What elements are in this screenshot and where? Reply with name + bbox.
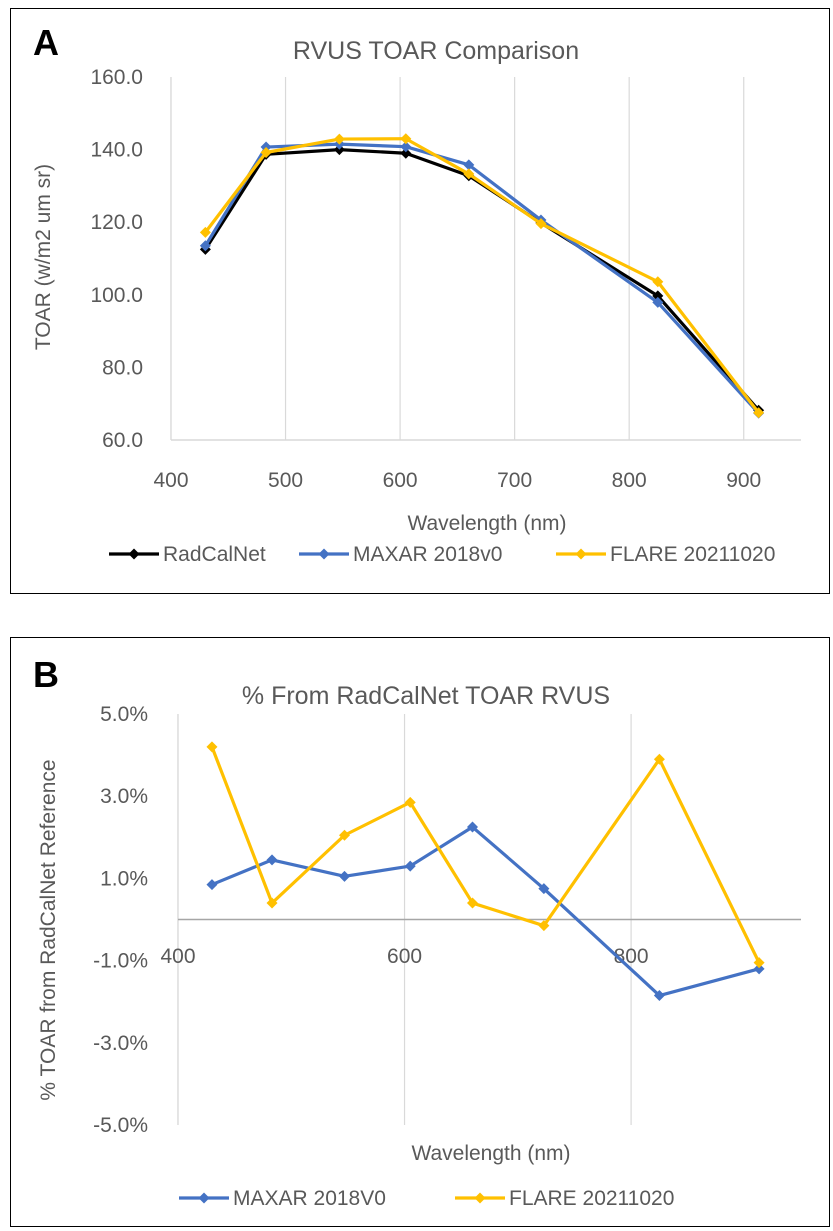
- data-point-marker: [463, 159, 475, 171]
- data-point-marker: [206, 741, 218, 753]
- panel-letter-a: A: [33, 22, 59, 63]
- y-tick-label: 100.0: [90, 284, 143, 307]
- legend-marker: [318, 548, 330, 560]
- data-point-marker: [538, 883, 550, 895]
- data-point-marker: [400, 147, 412, 159]
- data-point-marker: [653, 753, 665, 765]
- chart-title: % From RadCalNet TOAR RVUS: [242, 682, 610, 710]
- legend-label: MAXAR 2018V0: [233, 1187, 386, 1210]
- grid-lines: [170, 77, 801, 441]
- data-point-marker: [535, 218, 547, 230]
- y-tick-label: -3.0%: [93, 1032, 148, 1055]
- data-point-marker: [404, 860, 416, 872]
- series-line: [204, 148, 760, 412]
- y-tick-label: 80.0: [102, 356, 143, 379]
- legend-label: FLARE 20211020: [610, 543, 775, 566]
- legend-marker: [575, 548, 587, 560]
- data-point-marker: [753, 407, 765, 419]
- legend-label: FLARE 20211020: [509, 1187, 674, 1210]
- chart-panel-b: B % From RadCalNet TOAR RVUS Wavelength …: [10, 637, 830, 1227]
- x-tick-label: 900: [726, 469, 761, 492]
- chart-title: RVUS TOAR Comparison: [293, 37, 579, 65]
- series-flare-20211020: [206, 741, 765, 969]
- data-point-marker: [339, 829, 351, 841]
- data-point-marker: [333, 133, 345, 145]
- series-maxar-2018v0: [206, 821, 765, 1002]
- legend-label: MAXAR 2018v0: [353, 543, 502, 566]
- series-line: [210, 746, 761, 964]
- data-point-marker: [652, 276, 664, 288]
- tick-labels: 60.0 80.0 100.0 120.0 140.0 160.0 400 500 600 700…: [90, 66, 761, 492]
- tick-labels: -5.0%-3.0%-1.0%1.0%3.0%5.0%400 600 800: [93, 703, 648, 1137]
- x-tick-label: 500: [268, 469, 303, 492]
- legend-item: FLARE 20211020: [556, 543, 775, 566]
- data-point-marker: [266, 897, 278, 909]
- data-point-marker: [199, 226, 211, 238]
- x-tick-label: 400: [160, 945, 195, 968]
- data-point-marker: [404, 796, 416, 808]
- y-tick-label: 5.0%: [100, 703, 148, 726]
- series-line: [211, 825, 760, 998]
- y-axis-label: % TOAR from RadCalNet Reference: [37, 759, 60, 1100]
- y-axis-label: TOAR (w/m2 um sr): [32, 164, 55, 350]
- legend: RadCalNet MAXAR 2018v0 FLARE 20211020: [109, 543, 775, 566]
- chart-a-svg: A RVUS TOAR Comparison Wavelength (nm) T…: [32, 22, 801, 566]
- panel-letter-b: B: [33, 654, 59, 695]
- y-tick-label: 60.0: [102, 429, 143, 452]
- series-flare-20211020: [199, 133, 765, 419]
- data-point-marker: [266, 854, 278, 866]
- data-point-marker: [652, 296, 664, 308]
- x-tick-label: 700: [497, 469, 532, 492]
- legend-item: MAXAR 2018V0: [179, 1187, 386, 1210]
- x-tick-label: 600: [383, 469, 418, 492]
- y-tick-label: -1.0%: [93, 950, 148, 973]
- data-point-marker: [467, 897, 479, 909]
- y-tick-label: 3.0%: [100, 785, 148, 808]
- data-point-marker: [260, 147, 272, 159]
- y-tick-label: 140.0: [90, 139, 143, 162]
- data-point-marker: [400, 141, 412, 153]
- data-point-marker: [206, 879, 218, 891]
- series-group: [199, 133, 765, 419]
- x-tick-label: 400: [153, 469, 188, 492]
- legend: MAXAR 2018V0 FLARE 20211020: [179, 1187, 674, 1210]
- legend-marker: [128, 548, 140, 560]
- series-line: [204, 137, 760, 414]
- chart-b-svg: B % From RadCalNet TOAR RVUS Wavelength …: [33, 654, 801, 1210]
- series-group: [206, 741, 765, 1002]
- legend-item: FLARE 20211020: [455, 1187, 674, 1210]
- x-axis-label: Wavelength (nm): [407, 512, 566, 535]
- y-tick-label: -5.0%: [93, 1114, 148, 1137]
- x-axis-label: Wavelength (nm): [411, 1142, 570, 1165]
- x-tick-label: 800: [612, 469, 647, 492]
- legend-label: RadCalNet: [163, 543, 266, 566]
- data-point-marker: [199, 240, 211, 252]
- data-point-marker: [653, 990, 665, 1002]
- data-point-marker: [753, 957, 765, 969]
- legend-item: RadCalNet: [109, 543, 266, 566]
- chart-panel-a: A RVUS TOAR Comparison Wavelength (nm) T…: [10, 8, 830, 594]
- legend-marker: [474, 1192, 486, 1204]
- data-point-marker: [463, 168, 475, 180]
- data-point-marker: [467, 821, 479, 833]
- data-point-marker: [400, 133, 412, 145]
- legend-item: MAXAR 2018v0: [299, 543, 502, 566]
- legend-marker: [198, 1192, 210, 1204]
- grid-lines: [177, 714, 801, 1125]
- data-point-marker: [538, 920, 550, 932]
- y-tick-label: 1.0%: [100, 867, 148, 890]
- data-point-marker: [753, 963, 765, 975]
- x-tick-label: 600: [387, 945, 422, 968]
- y-tick-label: 160.0: [90, 66, 143, 89]
- series-maxar-2018v0: [199, 138, 765, 419]
- data-point-marker: [339, 870, 351, 882]
- y-tick-label: 120.0: [90, 211, 143, 234]
